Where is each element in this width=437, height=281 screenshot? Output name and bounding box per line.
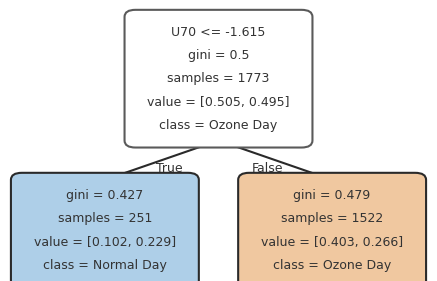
Text: False: False [252,162,284,175]
Text: samples = 1522: samples = 1522 [281,212,383,225]
Text: class = Ozone Day: class = Ozone Day [160,119,277,132]
Text: class = Normal Day: class = Normal Day [43,259,167,272]
Text: samples = 1773: samples = 1773 [167,72,270,85]
FancyBboxPatch shape [11,173,199,281]
Text: gini = 0.427: gini = 0.427 [66,189,143,202]
Text: U70 <= -1.615: U70 <= -1.615 [171,26,266,38]
Text: gini = 0.479: gini = 0.479 [294,189,371,202]
FancyBboxPatch shape [238,173,426,281]
Text: value = [0.403, 0.266]: value = [0.403, 0.266] [261,236,403,249]
FancyBboxPatch shape [125,10,312,148]
Text: value = [0.102, 0.229]: value = [0.102, 0.229] [34,236,176,249]
Text: samples = 251: samples = 251 [58,212,152,225]
Text: class = Ozone Day: class = Ozone Day [273,259,391,272]
Text: True: True [156,162,183,175]
Text: gini = 0.5: gini = 0.5 [188,49,249,62]
Text: value = [0.505, 0.495]: value = [0.505, 0.495] [147,96,290,108]
